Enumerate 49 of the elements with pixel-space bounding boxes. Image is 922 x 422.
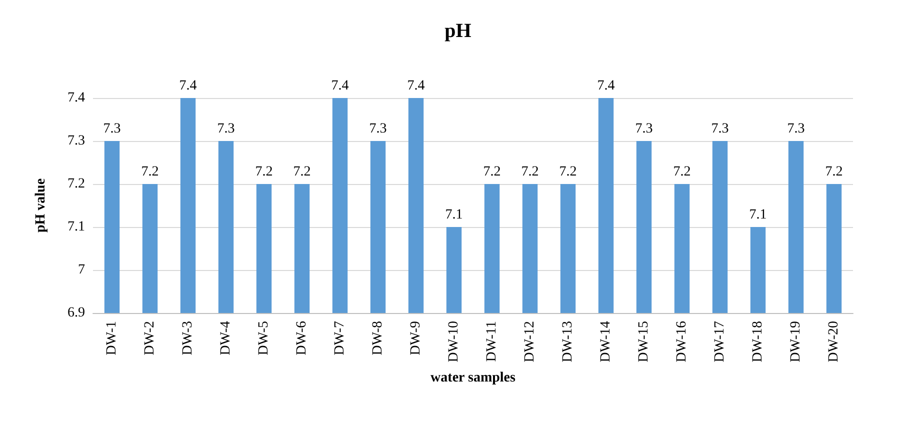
data-label: 7.2 xyxy=(825,164,843,180)
x-tick-label: DW-8 xyxy=(370,321,386,356)
x-tick-label: DW-1 xyxy=(104,321,120,356)
data-label: 7.4 xyxy=(407,78,425,94)
data-label: 7.3 xyxy=(787,122,805,136)
x-tick-label: DW-15 xyxy=(636,321,652,362)
y-tick-label: 7.4 xyxy=(68,90,85,106)
data-label: 7.2 xyxy=(673,164,691,180)
data-label: 7.2 xyxy=(521,164,539,180)
data-label: 7.1 xyxy=(445,208,463,222)
x-tick-label: DW-12 xyxy=(522,321,538,362)
x-tick-label: DW-10 xyxy=(446,321,462,362)
y-tick-label: 6.9 xyxy=(68,306,85,320)
data-label: 7.4 xyxy=(179,78,197,94)
data-label: 7.2 xyxy=(255,164,273,180)
x-tick-label: DW-6 xyxy=(294,321,310,356)
y-tick-label: 7.2 xyxy=(68,176,85,192)
data-label: 7.4 xyxy=(331,78,349,94)
y-axis-title: pH value xyxy=(34,178,48,233)
x-tick-label: DW-3 xyxy=(180,321,196,356)
data-label: 7.1 xyxy=(749,208,767,222)
data-label: 7.3 xyxy=(635,122,653,136)
x-tick-label: DW-2 xyxy=(142,321,158,356)
x-tick-label: DW-4 xyxy=(218,321,234,356)
x-tick-label: DW-17 xyxy=(712,321,728,362)
x-tick-label: DW-16 xyxy=(674,321,690,362)
x-tick-label: DW-20 xyxy=(826,321,842,362)
x-axis-title: water samples xyxy=(430,370,516,386)
data-label: 7.2 xyxy=(293,164,311,180)
y-tick-label: 7.3 xyxy=(68,134,85,148)
x-tick-label: DW-11 xyxy=(484,321,500,362)
x-tick-label: DW-9 xyxy=(408,321,424,356)
x-tick-label: DW-18 xyxy=(750,321,766,362)
data-label: 7.3 xyxy=(217,122,235,136)
data-label: 7.3 xyxy=(711,122,729,136)
y-tick-label: 7.1 xyxy=(68,220,85,234)
y-tick-label: 7 xyxy=(78,262,85,278)
x-tick-label: DW-13 xyxy=(560,321,576,362)
data-label: 7.3 xyxy=(369,122,387,136)
x-tick-label: DW-14 xyxy=(598,321,614,362)
chart-title: pH xyxy=(444,20,472,42)
data-label: 7.3 xyxy=(103,122,121,136)
data-label: 7.4 xyxy=(597,78,615,94)
data-label: 7.2 xyxy=(559,164,577,180)
data-label: 7.2 xyxy=(483,164,501,180)
x-tick-label: DW-19 xyxy=(788,321,804,362)
data-label: 7.2 xyxy=(141,164,159,180)
x-tick-label: DW-5 xyxy=(256,321,272,356)
x-tick-label: DW-7 xyxy=(332,321,348,356)
